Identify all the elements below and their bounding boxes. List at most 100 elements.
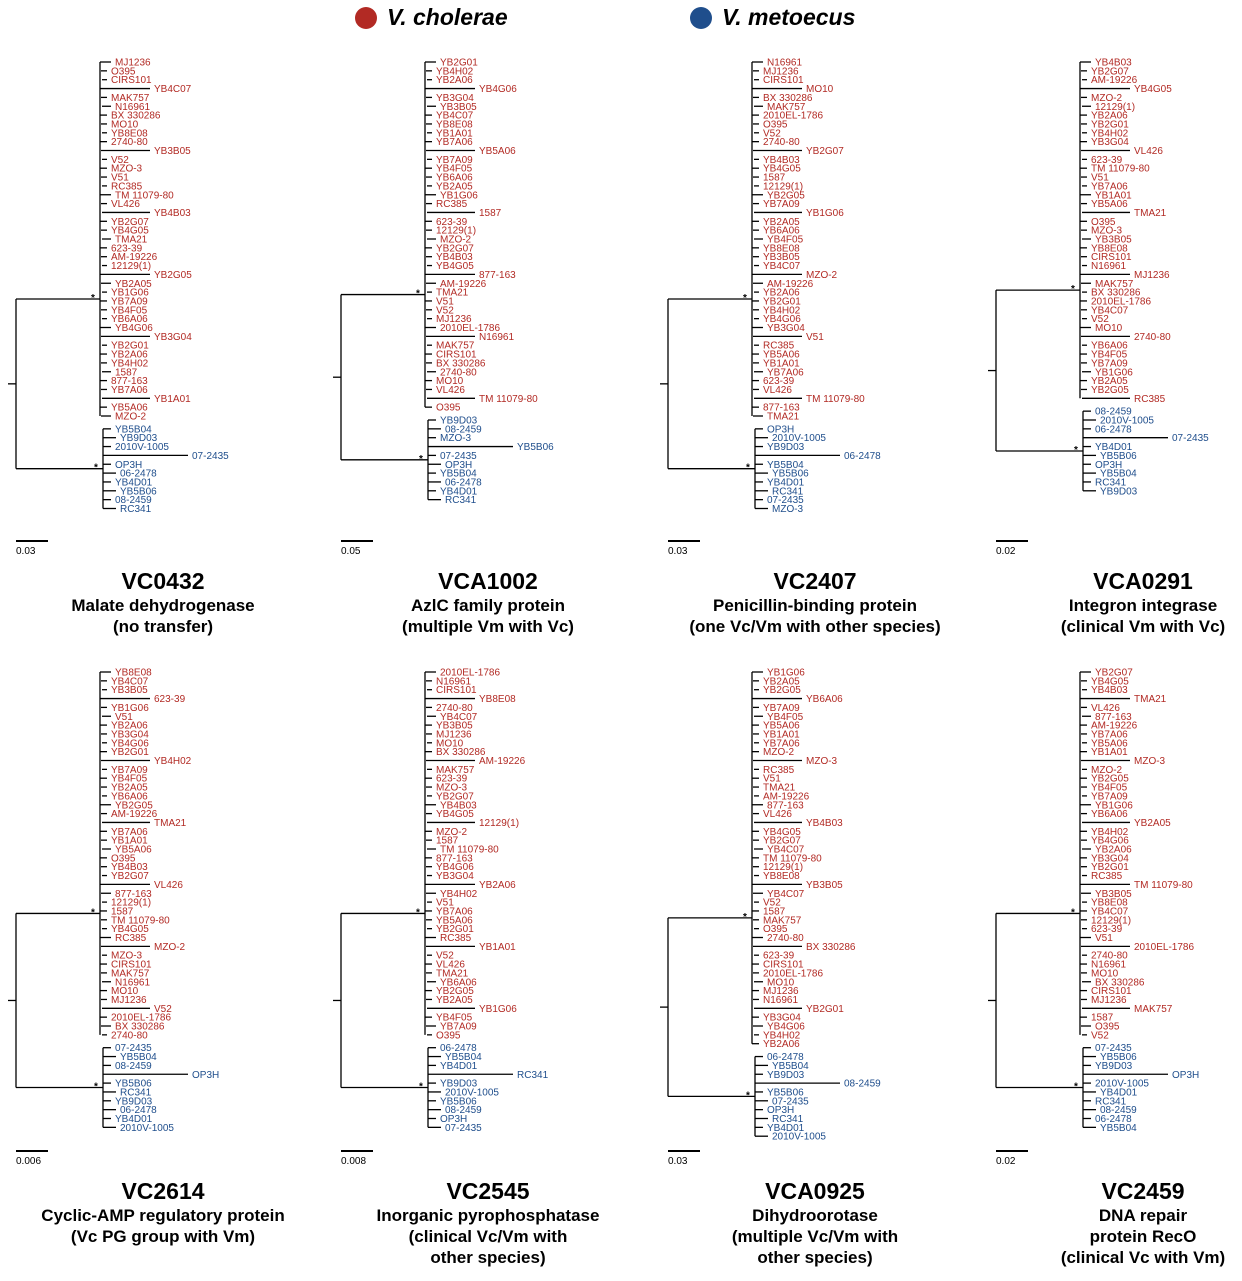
taxon-label: YB8E08 — [115, 668, 152, 679]
taxon-label: 1587 — [436, 836, 459, 847]
taxon-label: CIRS101 — [1091, 986, 1132, 997]
taxon-label: MAK757 — [111, 93, 150, 104]
taxon-label: 12129(1) — [111, 261, 151, 272]
taxon-label: AM-19226 — [767, 279, 814, 290]
taxon-label: MJ1236 — [1134, 270, 1170, 281]
taxon-label: V51 — [806, 332, 824, 343]
taxon-label: YB7A06 — [763, 738, 800, 749]
taxon-label: 877-163 — [436, 853, 473, 864]
taxon-label: YB4H02 — [763, 305, 801, 316]
taxon-label: YB4H02 — [111, 358, 149, 369]
taxon-label: YB4C07 — [767, 889, 805, 900]
scale-bar-label: 0.03 — [668, 1156, 688, 1167]
taxon-label: YB5B04 — [772, 1061, 809, 1072]
gene-caption: VCA0925 Dihydroorotase (multiple Vc/Vm wit… — [660, 1177, 970, 1268]
taxon-label: 623-39 — [1091, 924, 1123, 935]
taxon-label: YB8E08 — [436, 119, 473, 130]
taxon-label: YB5B06 — [772, 469, 809, 480]
taxon-label: 08-2459 — [115, 495, 152, 506]
taxon-label: YB1G06 — [111, 703, 149, 714]
scale-bar: 0.03 — [16, 540, 48, 557]
taxon-label: YB6A06 — [763, 226, 800, 237]
taxon-label: YB4H02 — [440, 889, 478, 900]
taxon-label: YB3G04 — [436, 871, 474, 882]
bootstrap-star: * — [743, 912, 747, 923]
taxon-label: MZO-3 — [806, 756, 838, 767]
taxon-label: YB9D03 — [440, 1079, 478, 1090]
taxon-label: 06-2478 — [1095, 1114, 1132, 1125]
gene-caption: VCA1002 AzlC family protein (multiple Vm w… — [333, 567, 643, 637]
taxon-label: VL426 — [436, 960, 465, 971]
taxon-label: YB2G01 — [111, 747, 149, 758]
phylogenetic-tree: MJ1236 O395 CIRS101 YB4C07 MAK757 N16961 BX 33… — [8, 55, 248, 530]
taxon-label: YB2G01 — [763, 296, 801, 307]
taxon-label: MZO-3 — [1091, 226, 1123, 237]
taxon-label: MZO-2 — [115, 412, 147, 423]
bootstrap-star: * — [416, 907, 420, 918]
taxon-label: 12129(1) — [763, 862, 803, 873]
taxon-label: YB1A01 — [479, 942, 516, 953]
taxon-label: YB6A06 — [806, 694, 843, 705]
taxon-label: YB5A06 — [763, 350, 800, 361]
taxon-label: YB4F05 — [436, 1013, 473, 1024]
scale-bar: 0.03 — [668, 540, 700, 557]
taxon-label: YB2G05 — [1091, 385, 1129, 396]
taxon-label: TMA21 — [763, 783, 796, 794]
taxon-label: YB8E08 — [1091, 898, 1128, 909]
taxon-label: YB1G06 — [111, 288, 149, 299]
scale-bar-label: 0.03 — [668, 546, 688, 557]
taxon-label: V52 — [1091, 1030, 1109, 1041]
taxon-label: 623-39 — [763, 376, 795, 387]
bootstrap-star: * — [1074, 445, 1078, 456]
taxon-label: YB4D01 — [440, 1061, 478, 1072]
taxon-label: YB3B05 — [111, 685, 148, 696]
taxon-label: YB4G06 — [436, 862, 474, 873]
taxon-label: OP3H — [767, 1105, 794, 1116]
taxon-label: YB7A06 — [1091, 181, 1128, 192]
taxon-label: YB9D03 — [767, 442, 805, 453]
taxon-label: 1587 — [115, 367, 138, 378]
taxon-label: YB4G06 — [111, 738, 149, 749]
gene-caption: VC0432 Malate dehydrogenase (no transfer) — [8, 567, 318, 637]
taxon-label: YB2G05 — [1091, 774, 1129, 785]
scale-bar-label: 0.008 — [341, 1156, 367, 1167]
bootstrap-star: * — [419, 454, 423, 465]
bootstrap-star: * — [419, 1082, 423, 1093]
taxon-label: MJ1236 — [115, 58, 151, 69]
taxon-label: YB3G04 — [1091, 137, 1129, 148]
taxon-label: 07-2435 — [772, 1096, 809, 1107]
taxon-label: RC385 — [763, 341, 795, 352]
taxon-label: YB1A01 — [154, 394, 191, 405]
taxon-label: VL426 — [111, 199, 140, 210]
taxon-label: AM-19226 — [1091, 75, 1138, 86]
taxon-label: MAK757 — [436, 341, 475, 352]
gene-description-line: DNA repair — [1098, 1206, 1188, 1225]
taxon-label: YB3B05 — [440, 102, 477, 113]
taxon-label: CIRS101 — [111, 75, 152, 86]
taxon-label: YB3B05 — [1095, 889, 1132, 900]
gene-description-line: (clinical Vc/Vm with — [408, 1227, 568, 1246]
tree-panel-1: YB2G01 YB4H02 YB2A06 YB4G06 YB3G04 YB3B05 YB4C… — [333, 55, 643, 655]
gene-description-line: (Vc PG group with Vm) — [70, 1227, 256, 1246]
taxon-label: 2740-80 — [436, 703, 473, 714]
taxon-label: MJ1236 — [111, 995, 147, 1006]
taxon-label: 06-2478 — [440, 1043, 477, 1054]
tree-svg: YB8E08YB4C07YB3B05623-39YB1G06V51YB2A06Y… — [8, 668, 219, 1134]
taxon-label: BX 330286 — [763, 93, 813, 104]
taxon-label: MJ1236 — [763, 986, 799, 997]
taxon-label: V51 — [763, 774, 781, 785]
taxon-label: 2010EL-1786 — [1091, 296, 1151, 307]
taxon-label: YB2A06 — [763, 288, 800, 299]
scale-bar-line — [341, 540, 373, 542]
taxon-label: YB4C07 — [436, 111, 474, 122]
gene-caption: VC2407 Penicillin-binding protein (one Vc/… — [660, 567, 970, 637]
taxon-label: 2740-80 — [1091, 951, 1128, 962]
taxon-label: YB5B04 — [1100, 1123, 1137, 1134]
taxon-label: 623-39 — [436, 774, 468, 785]
taxon-label: YB7A09 — [440, 1022, 477, 1033]
taxon-label: MZO-3 — [1134, 756, 1166, 767]
scale-bar-line — [341, 1150, 373, 1152]
taxon-label: 07-2435 — [445, 1123, 482, 1134]
taxon-label: YB3B05 — [1095, 235, 1132, 246]
